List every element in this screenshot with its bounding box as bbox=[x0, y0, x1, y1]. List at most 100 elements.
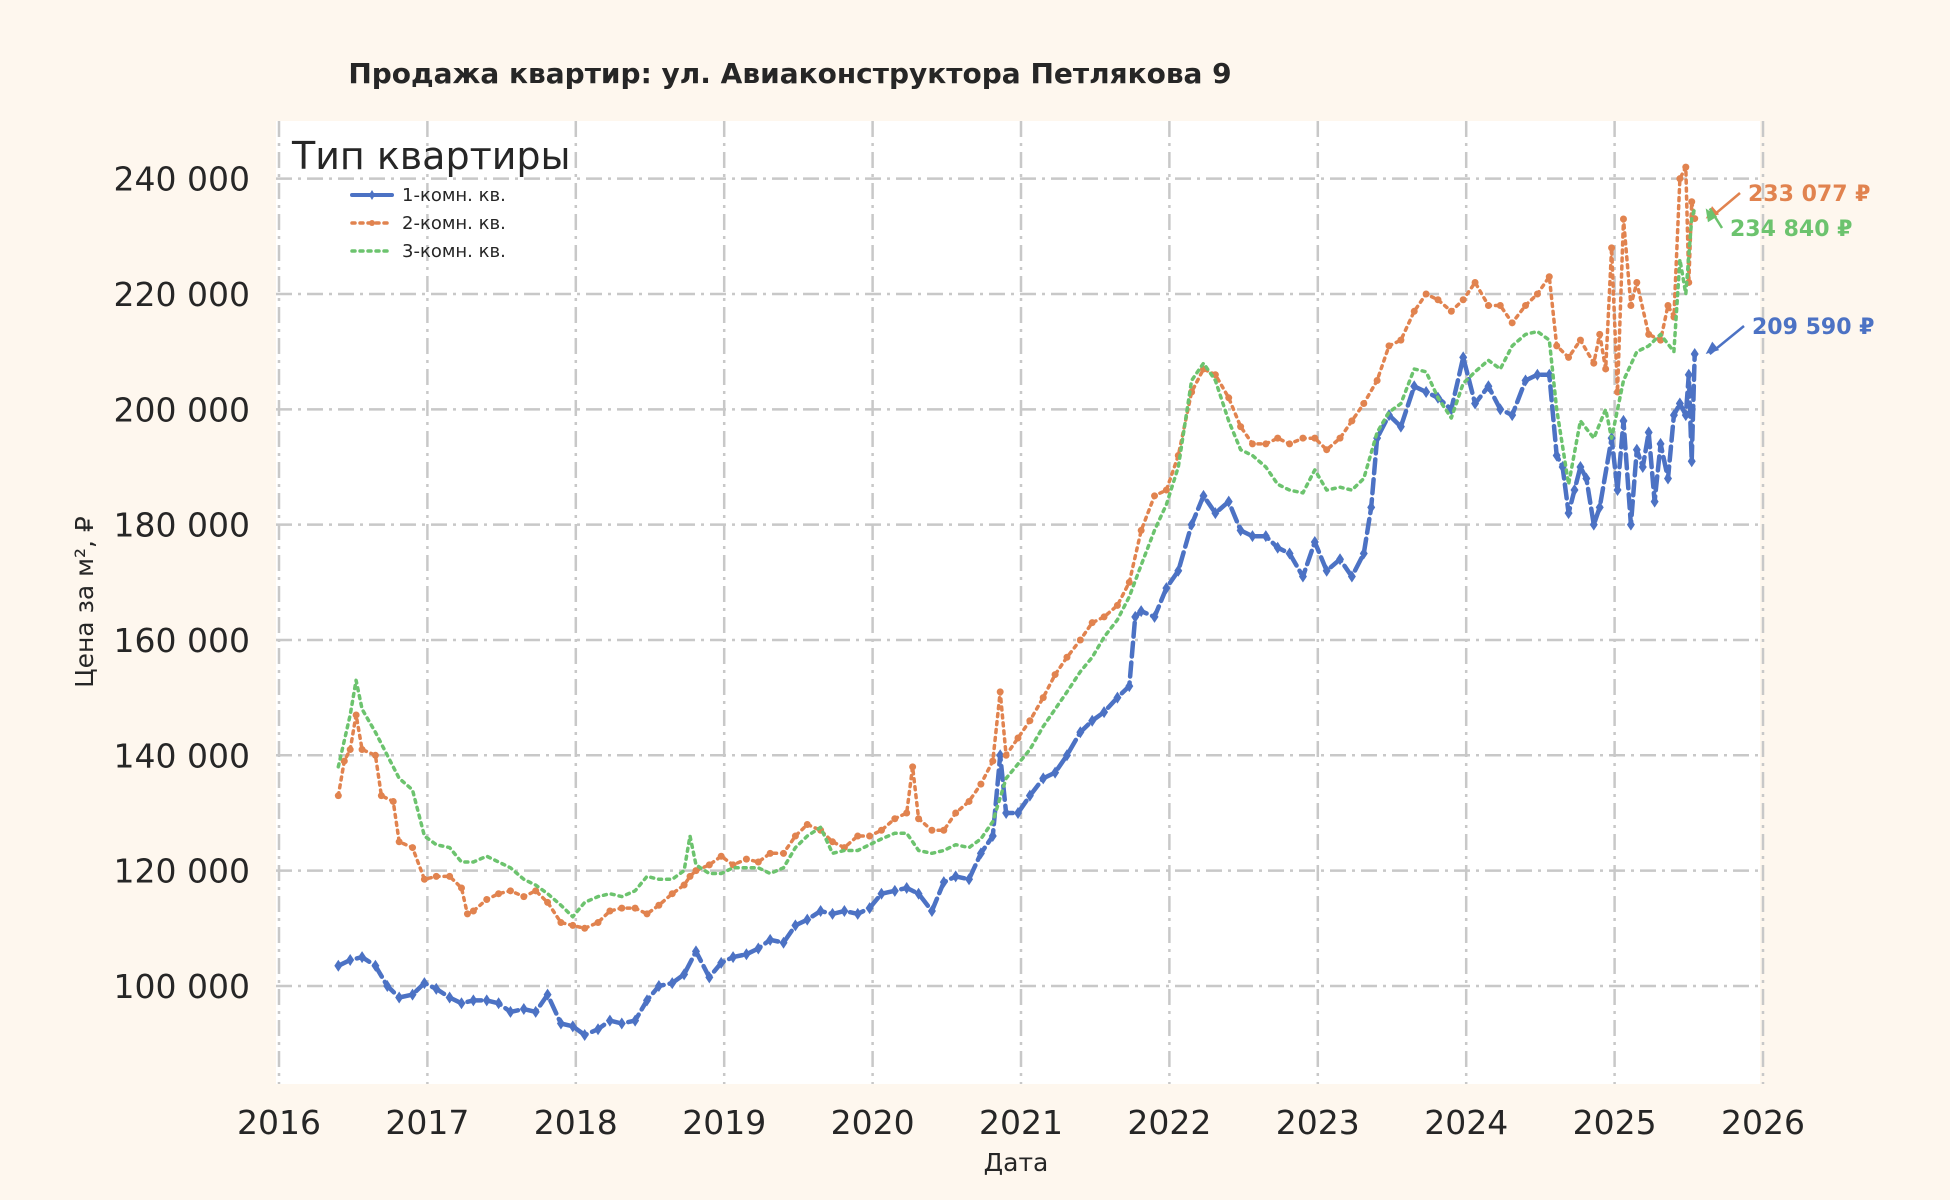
y-tick-label: 220 000 bbox=[114, 275, 250, 314]
data-point bbox=[780, 849, 788, 857]
data-point bbox=[1125, 578, 1133, 586]
data-point bbox=[494, 997, 503, 1010]
data-point bbox=[1199, 489, 1208, 502]
data-point bbox=[940, 826, 948, 834]
data-point bbox=[928, 826, 936, 834]
data-point bbox=[445, 991, 454, 1004]
data-point bbox=[1496, 302, 1504, 310]
data-point bbox=[1522, 302, 1530, 310]
data-point bbox=[1688, 198, 1696, 206]
data-point bbox=[1347, 570, 1356, 583]
data-point bbox=[1633, 278, 1641, 286]
data-point bbox=[1336, 553, 1345, 566]
data-point bbox=[594, 919, 602, 927]
data-point bbox=[1459, 296, 1467, 304]
data-point bbox=[1595, 501, 1604, 514]
annotation-arrowhead bbox=[1705, 208, 1718, 223]
plot-area bbox=[276, 121, 1760, 1084]
data-point bbox=[1410, 307, 1418, 315]
data-point bbox=[1224, 495, 1233, 508]
data-point bbox=[1484, 302, 1492, 310]
data-point bbox=[1613, 484, 1622, 497]
data-point bbox=[853, 907, 862, 920]
data-point bbox=[1014, 806, 1022, 819]
data-point bbox=[1137, 605, 1146, 618]
series-layer bbox=[334, 163, 1699, 1041]
data-point bbox=[1039, 772, 1048, 785]
data-point bbox=[742, 855, 750, 863]
data-point bbox=[420, 977, 429, 990]
legend-items: 1-комн. кв. 2-комн. кв. 3-комн. кв. bbox=[350, 185, 506, 262]
data-point bbox=[1565, 353, 1573, 361]
data-point bbox=[469, 994, 478, 1007]
data-point bbox=[432, 872, 440, 880]
data-point bbox=[1669, 409, 1678, 422]
data-point bbox=[1663, 472, 1672, 485]
y-tick-label: 120 000 bbox=[114, 852, 250, 891]
data-point bbox=[816, 905, 825, 918]
data-point bbox=[1367, 501, 1376, 514]
data-point bbox=[1150, 610, 1159, 623]
data-point bbox=[680, 881, 688, 889]
data-point bbox=[1676, 175, 1684, 183]
data-point bbox=[1471, 278, 1479, 286]
data-point bbox=[1323, 446, 1331, 454]
data-point bbox=[556, 1017, 565, 1030]
data-point bbox=[531, 1005, 540, 1018]
data-point bbox=[1570, 484, 1579, 497]
data-point bbox=[618, 904, 626, 912]
x-tick-label: 2023 bbox=[1276, 1103, 1360, 1142]
data-point bbox=[483, 895, 491, 903]
data-point bbox=[469, 907, 477, 915]
data-point bbox=[951, 870, 960, 883]
data-point bbox=[729, 951, 738, 964]
data-point bbox=[965, 797, 973, 805]
data-point bbox=[1590, 359, 1598, 367]
data-point bbox=[1100, 706, 1109, 719]
data-point bbox=[1248, 440, 1256, 448]
x-tick-label: 2019 bbox=[682, 1103, 766, 1142]
data-point bbox=[1602, 365, 1610, 373]
data-point bbox=[877, 826, 885, 834]
data-point bbox=[432, 982, 441, 995]
data-point bbox=[358, 951, 367, 964]
data-point bbox=[914, 887, 923, 900]
data-point bbox=[754, 942, 763, 955]
data-point bbox=[988, 830, 997, 843]
y-tick-label: 100 000 bbox=[114, 967, 250, 1006]
data-point bbox=[890, 884, 899, 897]
data-point bbox=[631, 1014, 640, 1027]
data-point bbox=[1545, 273, 1553, 281]
x-tick-label: 2016 bbox=[237, 1103, 321, 1142]
legend-item: 1-комн. кв. bbox=[350, 185, 506, 206]
legend-item: 3-комн. кв. bbox=[350, 241, 506, 262]
data-point bbox=[1684, 368, 1693, 381]
data-point bbox=[1447, 307, 1455, 315]
data-point bbox=[463, 910, 471, 918]
data-point bbox=[1582, 472, 1591, 485]
data-point bbox=[458, 884, 465, 892]
series-3 bbox=[336, 206, 1697, 919]
x-axis-label: Дата bbox=[984, 1148, 1049, 1177]
data-point bbox=[1533, 290, 1541, 298]
data-point bbox=[654, 979, 663, 992]
data-point bbox=[1484, 380, 1493, 393]
data-point bbox=[346, 954, 355, 967]
data-point bbox=[1619, 215, 1627, 223]
data-point bbox=[1125, 680, 1134, 693]
data-point bbox=[829, 838, 836, 846]
data-point bbox=[1608, 244, 1616, 252]
grid bbox=[276, 121, 1765, 1084]
data-point bbox=[580, 1028, 589, 1041]
data-point bbox=[340, 757, 348, 765]
y-axis-label: Цена за м², ₽ bbox=[70, 516, 99, 688]
data-point bbox=[1348, 417, 1356, 425]
data-point bbox=[791, 919, 800, 932]
data-point bbox=[1322, 564, 1331, 577]
data-point bbox=[519, 1003, 528, 1016]
x-tick-label: 2024 bbox=[1424, 1103, 1508, 1142]
data-point bbox=[1151, 492, 1159, 500]
end-annotation: 209 590 ₽ bbox=[1705, 315, 1874, 355]
data-point bbox=[902, 881, 911, 894]
legend-label: 1-комн. кв. bbox=[402, 185, 506, 206]
